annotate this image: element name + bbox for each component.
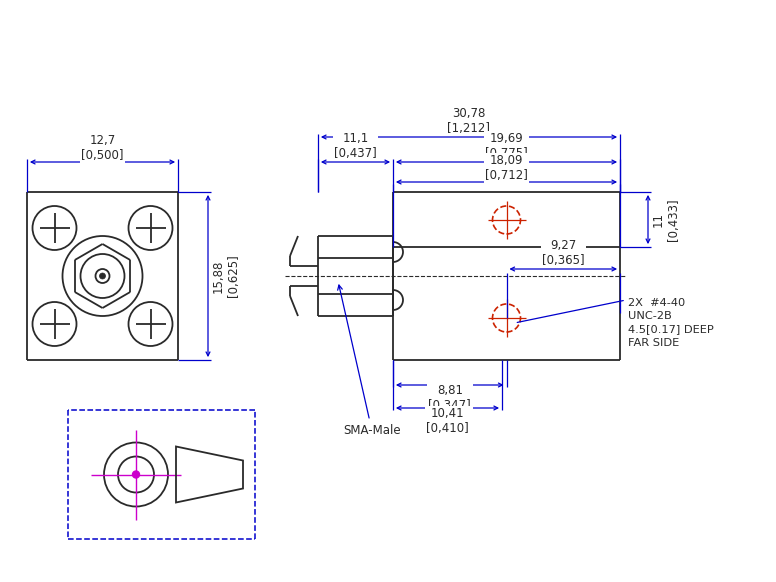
Text: 19,69
[0,775]: 19,69 [0,775]: [485, 132, 528, 160]
Text: 9,27
[0,365]: 9,27 [0,365]: [542, 239, 584, 267]
Text: SMA-Male: SMA-Male: [338, 285, 400, 436]
Circle shape: [99, 273, 106, 279]
Text: 2X  #4-40
UNC-2B
4.5[0.17] DEEP
FAR SIDE: 2X #4-40 UNC-2B 4.5[0.17] DEEP FAR SIDE: [628, 298, 714, 347]
Text: 11,1
[0,437]: 11,1 [0,437]: [334, 132, 377, 160]
Text: 18,09
[0,712]: 18,09 [0,712]: [485, 154, 528, 182]
Text: 30,78
[1,212]: 30,78 [1,212]: [448, 107, 490, 135]
Text: 12,7
[0,500]: 12,7 [0,500]: [81, 134, 123, 162]
Text: 15,88
[0,625]: 15,88 [0,625]: [212, 255, 240, 297]
Text: 10,41
[0,410]: 10,41 [0,410]: [426, 407, 469, 435]
Text: 11
[0,433]: 11 [0,433]: [652, 198, 680, 241]
Circle shape: [133, 471, 140, 478]
Text: 8,81
[0,347]: 8,81 [0,347]: [428, 384, 471, 412]
